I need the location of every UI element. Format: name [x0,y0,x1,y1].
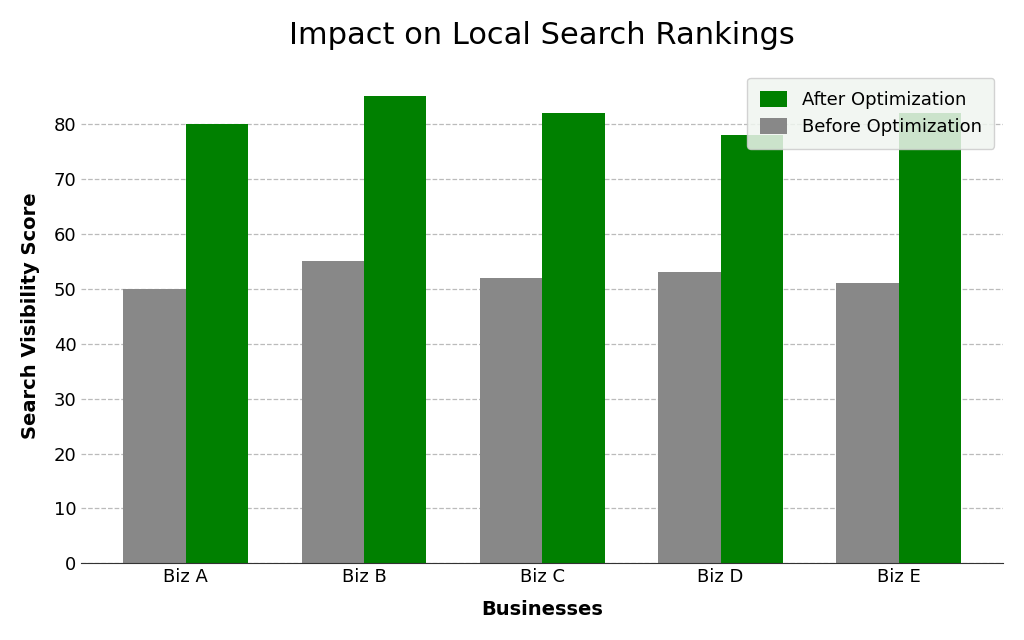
Bar [543,113,604,563]
Bar [364,96,426,563]
Y-axis label: Search Visibility Score: Search Visibility Score [20,193,40,440]
Bar [658,272,721,563]
Bar [185,124,248,563]
Bar [721,135,783,563]
Bar [837,283,899,563]
Title: Impact on Local Search Rankings: Impact on Local Search Rankings [290,21,795,50]
Bar [899,113,962,563]
Bar [480,278,543,563]
Bar [123,289,185,563]
Legend: After Optimization, Before Optimization: After Optimization, Before Optimization [748,78,994,148]
Bar [301,261,364,563]
X-axis label: Businesses: Businesses [481,600,603,619]
